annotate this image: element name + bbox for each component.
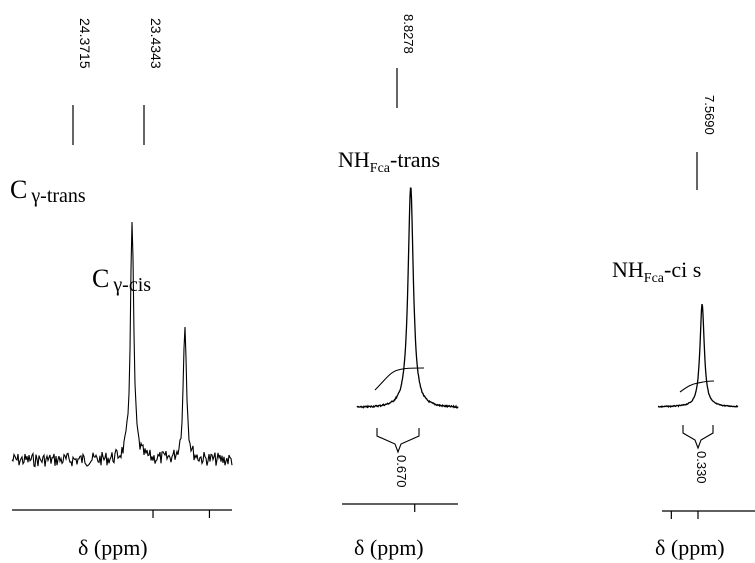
- integral-curve: [374, 367, 425, 391]
- peak-label-ppm: 23.4343: [148, 18, 164, 69]
- peak-label-ppm: 24.3715: [77, 18, 93, 69]
- integral-bracket: [682, 425, 714, 450]
- x-axis-label: δ (ppm): [655, 535, 725, 560]
- x-axis-ticks: [670, 511, 699, 519]
- nh-trans-spectrum-panel: 8.8278 NHFca-trans 0.670 δ (ppm): [338, 14, 459, 560]
- integral-value: 0.670: [394, 455, 409, 488]
- integral-value: 0.330: [694, 451, 709, 484]
- nh-cis-spectrum-panel: 7.5690 NHFca-ci s 0.330 δ (ppm): [612, 95, 755, 560]
- x-axis-ticks: [152, 510, 211, 518]
- integral-bracket: [376, 428, 420, 454]
- integral-curve: [679, 380, 715, 393]
- peak-annotation-nh-cis: NHFca-ci s: [612, 257, 701, 286]
- x-axis-label: δ (ppm): [354, 535, 424, 560]
- peak-annotation-nh-trans: NHFca-trans: [338, 147, 440, 176]
- peak-label-ppm: 7.5690: [702, 95, 717, 135]
- spectrum-trace: [356, 187, 459, 409]
- spectrum-trace: [657, 303, 739, 408]
- spectrum-trace: [11, 221, 233, 468]
- peak-label-ppm: 8.8278: [401, 14, 416, 54]
- x-axis-label: δ (ppm): [78, 535, 148, 560]
